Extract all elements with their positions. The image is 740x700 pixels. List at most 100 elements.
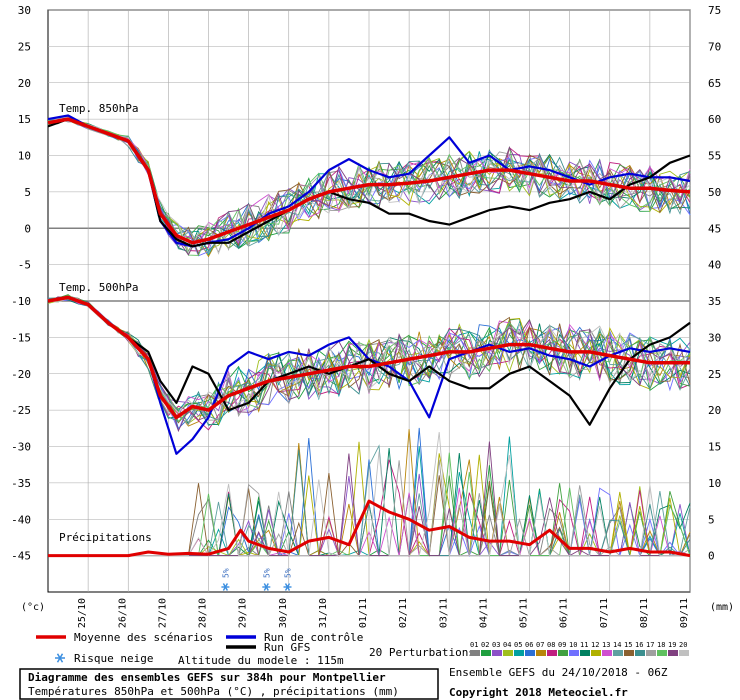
x-date-label: 08/11 bbox=[639, 598, 650, 628]
left-tick-label: 15 bbox=[18, 113, 31, 126]
right-tick-label: 50 bbox=[708, 186, 721, 199]
legend-snow-label: Risque neige bbox=[74, 652, 153, 665]
left-tick-label: -45 bbox=[11, 550, 31, 563]
perturbation-id-label: 11 bbox=[580, 641, 588, 649]
perturbation-color-swatch bbox=[569, 650, 579, 656]
footer-copyright: Copyright 2018 Meteociel.fr bbox=[449, 686, 628, 699]
perturbation-id-label: 12 bbox=[591, 641, 599, 649]
perturbation-id-label: 01 bbox=[470, 641, 478, 649]
snow-marker-icon: 5% bbox=[283, 568, 293, 591]
perturbation-legend: 01 02 03 04 05 06 07 08 09 10 11 12 13 14 15 16 17 18 19 20 bbox=[470, 641, 689, 656]
left-tick-label: 5 bbox=[24, 186, 31, 199]
legend-mean-label: Moyenne des scénarios bbox=[74, 631, 213, 644]
perturbation-color-swatch bbox=[470, 650, 480, 656]
x-date-label: 27/10 bbox=[157, 598, 168, 628]
chart-title: Diagramme des ensembles GEFS sur 384h po… bbox=[28, 671, 386, 684]
perturbation-id-label: 06 bbox=[525, 641, 533, 649]
right-tick-label: 40 bbox=[708, 259, 721, 272]
footer-ensemble: Ensemble GEFS du 24/10/2018 - 06Z bbox=[449, 666, 668, 679]
perturbation-color-swatch bbox=[602, 650, 612, 656]
perturbation-id-label: 20 bbox=[679, 641, 687, 649]
perturbation-id-label: 14 bbox=[613, 641, 621, 649]
x-date-label: 31/10 bbox=[318, 598, 329, 628]
x-date-label: 07/11 bbox=[599, 598, 610, 628]
right-tick-label: 25 bbox=[708, 368, 721, 381]
perturbation-color-swatch bbox=[679, 650, 689, 656]
perturbation-id-label: 07 bbox=[536, 641, 544, 649]
x-date-label: 04/11 bbox=[478, 598, 489, 628]
t500-mean-line bbox=[47, 295, 690, 420]
left-tick-label: -30 bbox=[11, 441, 31, 454]
t500-gfs-line bbox=[47, 296, 691, 426]
perturbation-id-label: 03 bbox=[492, 641, 500, 649]
x-date-label: 05/11 bbox=[519, 598, 530, 628]
perturbation-color-swatch bbox=[481, 650, 491, 656]
snow-marker-label: 5% bbox=[262, 568, 271, 578]
left-tick-label: -10 bbox=[11, 295, 31, 308]
perturbation-line bbox=[47, 296, 691, 433]
perturbation-color-swatch bbox=[635, 650, 645, 656]
x-date-label: 01/11 bbox=[358, 598, 369, 628]
label-t500: Temp. 500hPa bbox=[59, 281, 138, 294]
perturbation-id-label: 17 bbox=[646, 641, 654, 649]
left-tick-label: -15 bbox=[11, 331, 31, 344]
legend-gfs-label: Run GFS bbox=[264, 641, 310, 654]
left-tick-label: 10 bbox=[18, 150, 31, 163]
left-tick-label: -20 bbox=[11, 368, 31, 381]
footer-box bbox=[19, 668, 439, 700]
right-tick-label: 35 bbox=[708, 295, 721, 308]
snow-markers: 5% 5% 5% bbox=[221, 568, 293, 591]
perturbation-color-swatch bbox=[547, 650, 557, 656]
perturbation-color-swatch bbox=[536, 650, 546, 656]
left-axis-label: (°c) bbox=[21, 602, 45, 613]
left-axis-ticks: 30 25 20 15 10 5 0 -5 -10 -15 -20 -25 -30 -35 -40 -45 bbox=[11, 4, 31, 563]
perturbation-id-label: 05 bbox=[514, 641, 522, 649]
right-tick-label: 5 bbox=[708, 513, 715, 526]
perturbation-id-label: 10 bbox=[569, 641, 577, 649]
perturbation-id-label: 09 bbox=[558, 641, 566, 649]
x-date-label: 02/11 bbox=[398, 598, 409, 628]
chart-subtitle: Températures 850hPa et 500hPa (°C) , pré… bbox=[28, 685, 399, 698]
main-series bbox=[47, 114, 691, 558]
right-tick-label: 45 bbox=[708, 222, 721, 235]
label-t850: Temp. 850hPa bbox=[59, 102, 138, 115]
left-tick-label: -5 bbox=[18, 259, 31, 272]
x-date-label: 29/10 bbox=[238, 598, 249, 628]
perturbation-color-swatch bbox=[668, 650, 678, 656]
right-tick-label: 65 bbox=[708, 77, 721, 90]
legend-control-label: Run de contrôle bbox=[264, 631, 363, 644]
left-tick-label: -25 bbox=[11, 404, 31, 417]
right-tick-label: 0 bbox=[708, 550, 715, 563]
snow-marker-label: 5% bbox=[221, 568, 230, 578]
right-axis-label: (mm) bbox=[710, 602, 734, 613]
perturbation-color-swatch bbox=[514, 650, 524, 656]
snow-marker-icon: 5% bbox=[221, 568, 230, 591]
right-tick-label: 20 bbox=[708, 404, 721, 417]
perturbation-id-label: 02 bbox=[481, 641, 489, 649]
x-date-label: 09/11 bbox=[679, 598, 690, 628]
perturbation-color-swatch bbox=[591, 650, 601, 656]
label-precip: Précipitations bbox=[59, 531, 152, 544]
left-tick-label: -35 bbox=[11, 477, 31, 490]
perturbation-id-label: 16 bbox=[635, 641, 643, 649]
left-tick-label: 30 bbox=[18, 4, 31, 17]
perturbation-color-swatch bbox=[613, 650, 623, 656]
right-tick-label: 75 bbox=[708, 4, 721, 17]
right-tick-label: 30 bbox=[708, 331, 721, 344]
perturbation-id-label: 18 bbox=[657, 641, 665, 649]
right-tick-label: 60 bbox=[708, 113, 721, 126]
perturbation-precip-line bbox=[48, 432, 690, 557]
snow-marker-label: 5% bbox=[284, 568, 293, 578]
perturbation-color-swatch bbox=[525, 650, 535, 656]
perturbation-color-swatch bbox=[657, 650, 667, 656]
x-axis-dates: 25/10 26/10 27/10 28/10 29/10 30/10 31/10 01/11… bbox=[77, 598, 690, 628]
legend-perturbations-label: 20 Perturbations bbox=[369, 646, 475, 659]
perturbation-color-swatch bbox=[624, 650, 634, 656]
snowflake-icon bbox=[55, 653, 65, 663]
perturbation-color-swatch bbox=[492, 650, 502, 656]
left-tick-label: 25 bbox=[18, 40, 31, 53]
legend-altitude-label: Altitude du modele : 115m bbox=[178, 654, 344, 667]
x-date-label: 25/10 bbox=[77, 598, 88, 628]
snow-marker-icon: 5% bbox=[262, 568, 271, 591]
